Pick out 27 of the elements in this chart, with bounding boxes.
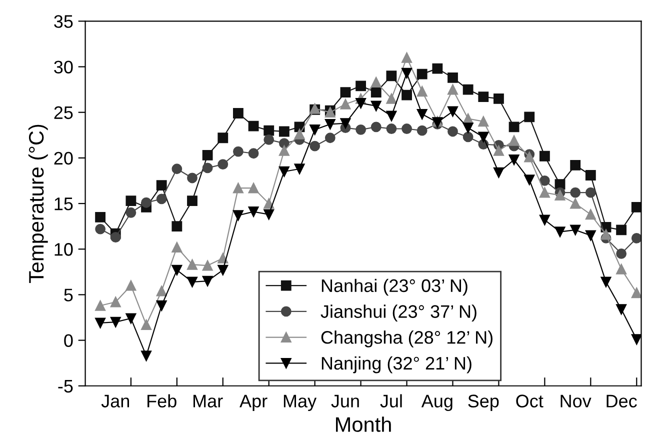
y-tick-label: 15	[54, 198, 73, 210]
x-tick-label: Sep	[468, 394, 499, 412]
y-tick-label: 0	[64, 334, 73, 348]
y-tick-label: 10	[54, 243, 73, 256]
x-tick-label: Feb	[148, 394, 176, 408]
x-axis-title: Month	[336, 416, 391, 432]
y-tick-label: 25	[54, 106, 73, 120]
x-tick-label: Dec	[606, 394, 637, 408]
x-tick-label: Aug	[421, 394, 452, 412]
y-axis-title: Temperature (°C)	[28, 124, 48, 284]
y-tick-label: 30	[54, 60, 73, 74]
legend-label: Nanhai (23° 03’ N)	[322, 278, 468, 296]
legend-label: Jianshui (23° 37’ N)	[320, 304, 476, 322]
x-tick-label: Apr	[240, 394, 268, 412]
legend-label: Nanjing (32° 21’ N)	[322, 356, 472, 374]
x-tick-label: Jun	[331, 394, 359, 408]
x-tick-label: Oct	[516, 394, 544, 408]
y-tick-label: 5	[64, 288, 73, 302]
x-tick-label: Nov	[560, 394, 592, 408]
x-tick-label: Mar	[194, 394, 223, 408]
x-tick-label: May	[284, 394, 317, 412]
y-tick-label: 20	[54, 152, 73, 165]
y-tick-label: -5	[58, 380, 73, 393]
x-tick-label: Jan	[101, 394, 130, 408]
x-tick-label: Jul	[380, 394, 402, 408]
y-tick-label: 35	[54, 15, 73, 28]
legend-label: Changsha (28° 12’ N)	[321, 330, 492, 348]
